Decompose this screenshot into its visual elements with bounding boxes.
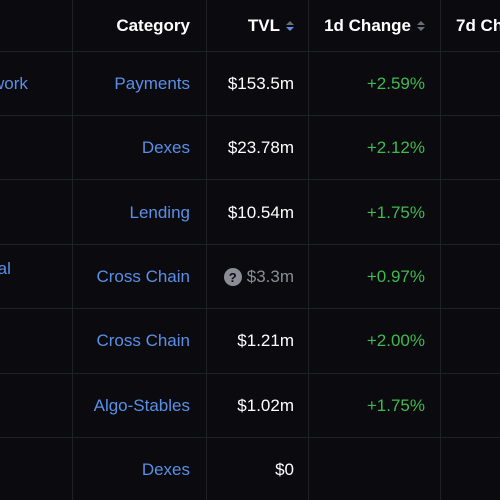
row-divider	[0, 437, 500, 438]
table-row[interactable]: work Payments $153.5m +2.59%	[0, 52, 500, 116]
row-divider	[0, 51, 500, 52]
table-row[interactable]: Algo-Stables $1.02m +1.75%	[0, 374, 500, 438]
row-divider	[0, 115, 500, 116]
row-divider	[0, 308, 500, 309]
category-link[interactable]: Dexes	[141, 460, 190, 479]
category-link[interactable]: Cross Chain	[96, 267, 190, 286]
column-divider	[72, 0, 73, 500]
table-row[interactable]: Dexes $0	[0, 438, 500, 500]
row-divider	[0, 179, 500, 180]
change-1d-value: +2.00%	[366, 331, 425, 350]
table-row[interactable]: Cross Chain $1.21m +2.00%	[0, 309, 500, 373]
tvl-value: $10.54m	[227, 203, 294, 222]
sort-icon	[417, 21, 425, 31]
row-divider	[0, 373, 500, 374]
category-link[interactable]: Lending	[129, 203, 190, 222]
protocol-name-link[interactable]	[0, 438, 72, 500]
category-link[interactable]: Dexes	[141, 138, 190, 157]
protocol-name-link[interactable]	[0, 309, 72, 373]
table-row[interactable]: Dexes $23.78m +2.12%	[0, 116, 500, 180]
change-1d-value: +1.75%	[366, 203, 425, 222]
column-divider	[308, 0, 309, 500]
change-1d-value	[308, 438, 425, 500]
category-link[interactable]: Algo-Stables	[93, 396, 190, 415]
column-header-7d-change[interactable]: 7d Ch	[456, 0, 500, 52]
column-divider	[206, 0, 207, 500]
protocol-name-link[interactable]	[0, 116, 72, 180]
row-divider	[0, 244, 500, 245]
protocol-name-link[interactable]: work	[0, 74, 28, 93]
tvl-amount: $3.3m	[246, 267, 294, 286]
column-header-1d-change[interactable]: 1d Change	[308, 0, 425, 52]
tvl-value: $153.5m	[227, 74, 294, 93]
question-icon[interactable]: ?	[223, 268, 242, 286]
tvl-value: $23.78m	[227, 138, 294, 157]
tvl-value: $0	[275, 460, 294, 479]
column-header-category[interactable]: Category	[72, 0, 190, 52]
tvl-value: $1.21m	[237, 331, 294, 350]
protocol-name-link[interactable]	[0, 181, 72, 245]
change-1d-value: +2.12%	[366, 138, 425, 157]
change-1d-value: +0.97%	[366, 267, 425, 286]
change-1d-value: +2.59%	[366, 74, 425, 93]
column-header-label: 1d Change	[324, 16, 411, 35]
category-link[interactable]: Payments	[114, 74, 190, 93]
table-row[interactable]: ral Cross Chain ? $3.3m +0.97%	[0, 245, 500, 309]
table-row[interactable]: Lending $10.54m +1.75%	[0, 181, 500, 245]
column-header-label: TVL	[247, 16, 280, 35]
table-header: Category TVL 1d Change 7d Ch	[0, 0, 500, 52]
change-1d-value: +1.75%	[366, 396, 425, 415]
column-header-label: Category	[116, 16, 190, 35]
column-header-tvl[interactable]: TVL	[206, 0, 294, 52]
column-divider	[440, 0, 441, 500]
protocol-name-link[interactable]: ral	[0, 259, 11, 278]
tvl-value: $1.02m	[237, 396, 294, 415]
category-link[interactable]: Cross Chain	[96, 331, 190, 350]
protocol-name-link[interactable]	[0, 374, 72, 438]
sort-icon	[286, 21, 294, 31]
tvl-value: ? $3.3m	[206, 245, 294, 309]
column-header-label: 7d Ch	[456, 16, 500, 35]
